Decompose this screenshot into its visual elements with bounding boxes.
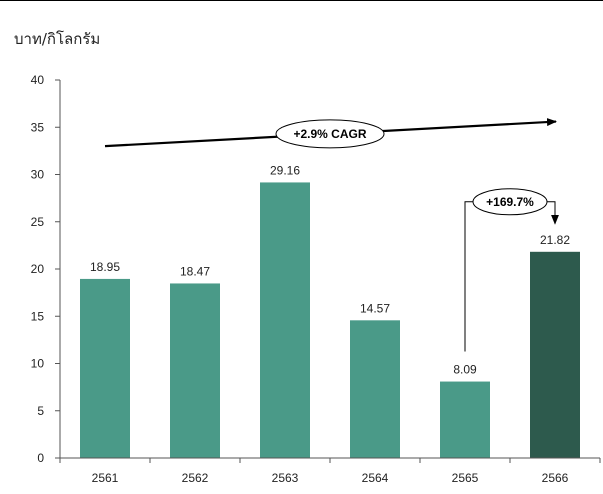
data-label-2562: 18.47 xyxy=(180,264,210,278)
bar-2566 xyxy=(530,251,580,458)
cagr-badge xyxy=(275,119,385,149)
y-tick-label: 20 xyxy=(31,262,45,276)
y-tick-label: 5 xyxy=(37,404,44,418)
annotations: +2.9% CAGR +169.7% xyxy=(104,118,559,352)
data-label-2563: 29.16 xyxy=(270,163,300,177)
y-tick-label: 10 xyxy=(31,357,45,371)
bar-2564 xyxy=(350,320,400,458)
bar-2561 xyxy=(80,278,130,458)
y-tick-label: 25 xyxy=(31,215,45,229)
x-tick-label-2565: 2565 xyxy=(452,471,479,485)
x-tick-label-2566: 2566 xyxy=(542,471,569,485)
x-tick-label-2562: 2562 xyxy=(182,471,209,485)
x-tick-label-2563: 2563 xyxy=(272,471,299,485)
y-axis: 0 5 10 15 20 25 30 35 40 xyxy=(31,73,61,465)
growth-label: +169.7% xyxy=(486,195,534,209)
y-tick-label: 30 xyxy=(31,168,45,182)
bar-2562 xyxy=(170,283,220,458)
y-tick-label: 35 xyxy=(31,120,45,134)
x-tick-label-2564: 2564 xyxy=(362,471,389,485)
data-label-2564: 14.57 xyxy=(360,301,390,315)
bar-2565 xyxy=(440,381,490,458)
x-axis: 2561 2562 2563 2564 2565 2566 xyxy=(59,457,601,485)
bar-2563 xyxy=(260,182,310,459)
x-tick-label-2561: 2561 xyxy=(92,471,119,485)
data-label-2565: 8.09 xyxy=(453,363,477,377)
data-label-2566: 21.82 xyxy=(540,233,570,247)
data-label-2561: 18.95 xyxy=(90,260,120,274)
y-tick-label: 40 xyxy=(31,73,45,87)
bars: 18.95 18.47 29.16 14.57 8.09 21.82 xyxy=(80,163,580,459)
cagr-label: +2.9% CAGR xyxy=(293,127,366,141)
growth-badge xyxy=(472,188,548,216)
top-rule xyxy=(0,0,603,1)
y-axis-unit-label: บาท/กิโลกรัม xyxy=(14,30,101,48)
y-tick-label: 15 xyxy=(31,309,45,323)
y-tick-label: 0 xyxy=(37,451,44,465)
